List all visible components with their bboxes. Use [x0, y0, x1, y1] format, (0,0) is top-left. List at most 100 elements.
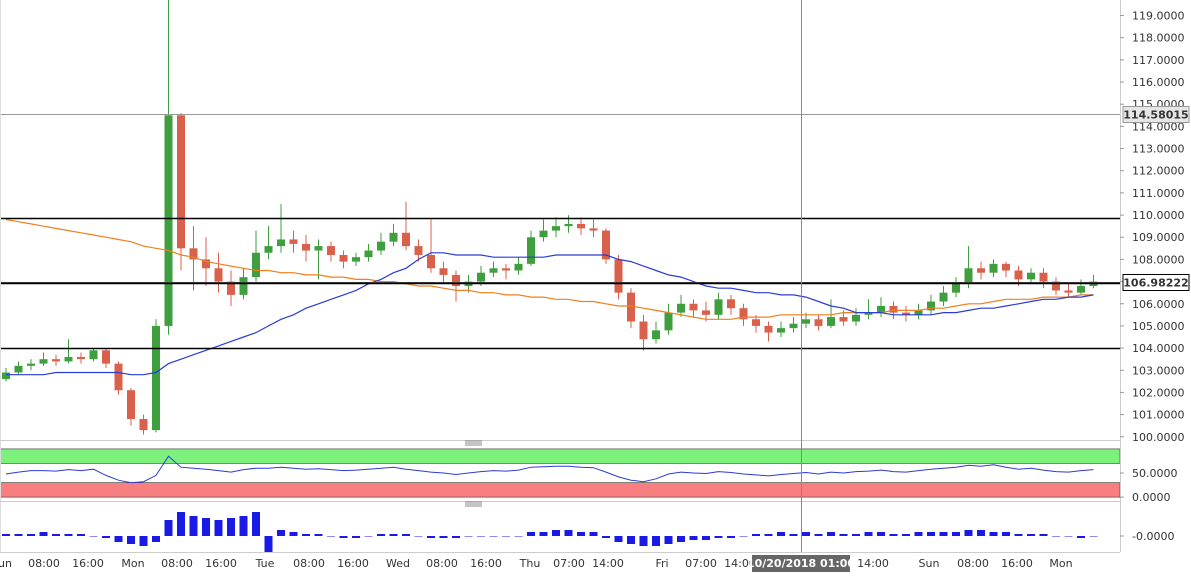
- histogram-bar: [327, 536, 335, 537]
- histogram-bar: [727, 536, 735, 538]
- histogram-bar: [127, 536, 135, 544]
- candle-body: [77, 356, 85, 360]
- price-badge-label: 106.98222: [1123, 277, 1188, 290]
- y-tick-label: 110.0000: [1132, 209, 1185, 222]
- x-tick-label: 08:00: [957, 557, 989, 570]
- candle-body: [614, 259, 623, 293]
- candle-body: [302, 243, 310, 251]
- overlay-layer: 100.0000 101.0000 102.0000 103.0000 104.0000…: [0, 10, 1190, 572]
- histogram-bar: [1077, 536, 1085, 538]
- candle-body: [439, 268, 448, 275]
- y-tick-label: 50.0000: [1132, 467, 1178, 480]
- candle-body: [39, 359, 48, 364]
- histogram-bar: [564, 530, 573, 536]
- x-tick-label: 16:00: [72, 557, 104, 570]
- histogram-bar: [577, 532, 585, 536]
- crosshair-label: 10/20/2018 01:00: [747, 557, 855, 570]
- x-tick-label: 16:00: [205, 557, 237, 570]
- candle-body: [102, 350, 110, 364]
- candle-body: [777, 328, 785, 333]
- histogram-bar: [689, 536, 698, 540]
- x-tick-label: 16:00: [1001, 557, 1033, 570]
- moving-average: [5, 218, 1094, 320]
- candle-body: [239, 277, 248, 295]
- candle-body: [1052, 281, 1060, 291]
- candle-body: [889, 305, 898, 313]
- histogram-bar: [664, 536, 673, 544]
- y-tick-label: 100.0000: [1132, 431, 1185, 444]
- candle-body: [89, 350, 98, 360]
- x-tick-label: Mon: [121, 557, 144, 570]
- histogram-bar: [914, 532, 923, 536]
- histogram-bar: [52, 534, 60, 536]
- histogram-bar: [777, 532, 785, 536]
- histogram-bar: [602, 536, 610, 538]
- histogram-bar: [639, 536, 648, 546]
- resize-grip[interactable]: [465, 440, 482, 446]
- histogram-bar: [989, 532, 998, 536]
- x-tick-label: 07:00: [553, 557, 585, 570]
- histogram-bar: [677, 536, 685, 542]
- histogram-bar: [302, 534, 310, 536]
- histogram-bar: [314, 534, 323, 536]
- histogram-bar: [702, 536, 710, 540]
- candle-body: [1039, 272, 1048, 282]
- candle-body: [989, 263, 998, 273]
- histogram-bar: [289, 532, 298, 536]
- candle-body: [1027, 272, 1035, 280]
- histogram-bar: [1064, 536, 1073, 537]
- candle-body: [189, 248, 198, 260]
- histogram-bar: [977, 530, 985, 536]
- candle-body: [702, 310, 710, 315]
- histogram-bar: [1089, 536, 1098, 537]
- candle-body: [552, 226, 560, 231]
- candle-body: [564, 223, 573, 227]
- candle-body: [477, 272, 485, 282]
- x-tick-label: un: [0, 557, 12, 570]
- histogram-bar: [839, 534, 848, 536]
- histogram-bar: [102, 536, 110, 538]
- moving-average: [6, 252, 1094, 376]
- candle-body: [489, 268, 498, 273]
- histogram-bar: [352, 536, 360, 538]
- candle-body: [814, 319, 823, 326]
- histogram-bar: [64, 534, 73, 536]
- histogram-bar: [552, 530, 560, 536]
- histogram-bar: [752, 534, 760, 536]
- histogram-bar: [502, 536, 510, 537]
- candle-body: [52, 359, 60, 362]
- candle-body: [627, 292, 635, 322]
- plot-layer: [0, 0, 1121, 552]
- y-tick-label: 109.0000: [1132, 231, 1185, 244]
- candle-body: [264, 246, 273, 253]
- candle-body: [114, 363, 123, 391]
- candle-body: [527, 237, 535, 264]
- histogram-bar: [277, 530, 285, 536]
- histogram-bar: [339, 536, 348, 538]
- x-tick-label: 08:00: [293, 557, 325, 570]
- candle-body: [377, 241, 385, 251]
- x-tick-label: Sun: [919, 557, 940, 570]
- histogram-bar: [627, 536, 635, 544]
- candle-body: [1064, 290, 1073, 293]
- y-tick-label: 106.0000: [1132, 298, 1185, 311]
- candle-body: [727, 299, 735, 309]
- candle-body: [952, 283, 960, 293]
- x-tick-label: Thu: [519, 557, 541, 570]
- histogram-bar: [252, 512, 260, 536]
- histogram-bar: [527, 532, 535, 536]
- y-tick-label: 101.0000: [1132, 409, 1185, 422]
- indicator-line: [5, 455, 1094, 484]
- histogram-bar: [139, 536, 148, 546]
- candle-body: [739, 308, 748, 320]
- candle-body: [852, 314, 860, 322]
- resize-grip[interactable]: [465, 501, 482, 507]
- histogram-bar: [1002, 532, 1010, 536]
- histogram-bar: [377, 534, 385, 536]
- histogram-bar: [964, 530, 973, 536]
- candle-body: [977, 268, 985, 273]
- x-tick-label: 07:00: [685, 557, 717, 570]
- histogram-bar: [364, 536, 373, 537]
- candle-body: [764, 325, 773, 333]
